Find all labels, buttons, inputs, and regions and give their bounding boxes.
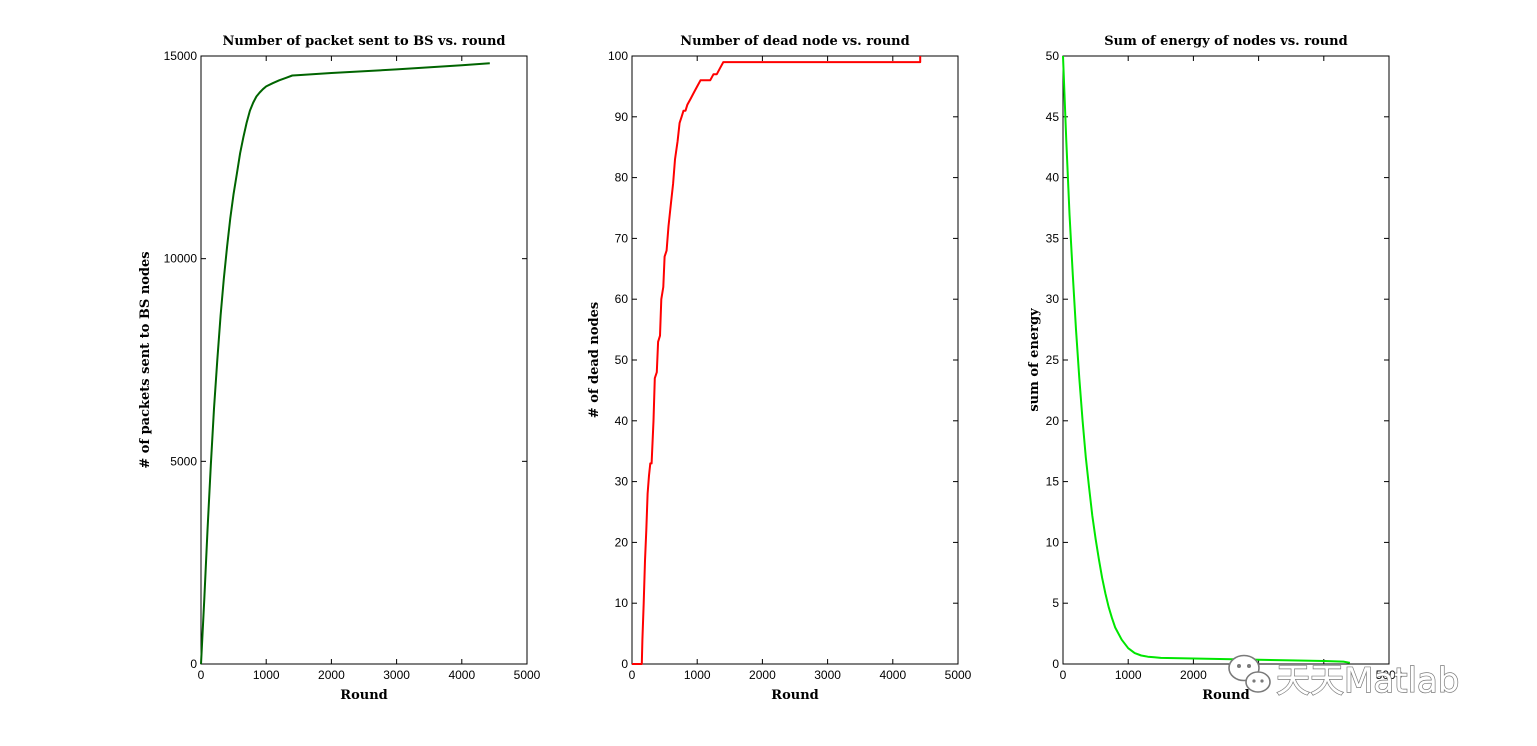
- axes-box: [631, 55, 959, 665]
- y-tick-label: 40: [615, 414, 629, 428]
- watermark-text: 天天Matlab: [1276, 661, 1459, 701]
- y-tick-label: 5000: [170, 454, 197, 468]
- x-tick-label: 5000: [945, 668, 972, 682]
- axes-box: [1062, 55, 1390, 665]
- axes-box: [200, 55, 528, 665]
- watermark: 天天Matlab: [1228, 654, 1460, 702]
- y-tick-label: 60: [615, 292, 629, 306]
- y-tick-label: 100: [608, 49, 628, 63]
- y-tick-label: 50: [615, 353, 629, 367]
- x-tick-label: 2000: [749, 668, 776, 682]
- y-tick-label: 20: [615, 535, 629, 549]
- x-tick-label: 4000: [448, 668, 475, 682]
- wechat-icon: [1228, 654, 1271, 693]
- y-tick-label: 70: [615, 231, 629, 245]
- x-tick-label: 5000: [1376, 668, 1403, 682]
- x-tick-label: 4000: [879, 668, 906, 682]
- x-axis-label: Round: [771, 688, 818, 703]
- series-line: [200, 62, 490, 665]
- x-tick-label: 1000: [1115, 668, 1142, 682]
- y-tick-label: 90: [615, 110, 629, 124]
- x-tick-label: 1000: [684, 668, 711, 682]
- subplot-packets-sent: 0 1000 2000 3000 4000 5000 0 5000 10000 15000 Numb…: [138, 34, 541, 703]
- subplot-dead-nodes: 0 1000 2000 3000 4000 5000 0 10 20 30 40 50 60 70 80 90…: [587, 34, 972, 703]
- y-tick-label: 45: [1046, 110, 1060, 124]
- y-tick-label: 30: [615, 475, 629, 489]
- y-axis-label: sum of energy: [1027, 308, 1042, 412]
- y-tick-label: 15: [1046, 475, 1060, 489]
- y-tick-label: 15000: [164, 49, 198, 63]
- y-tick-label: 30: [1046, 292, 1060, 306]
- x-tick-label: 2000: [1180, 668, 1207, 682]
- y-tick-label: 5: [1052, 596, 1059, 610]
- y-tick-label: 0: [190, 657, 197, 671]
- series-line: [632, 56, 922, 665]
- y-tick-label: 0: [621, 657, 628, 671]
- y-tick-label: 10000: [164, 252, 198, 266]
- chart-title: Sum of energy of nodes vs. round: [1104, 34, 1347, 49]
- y-tick-label: 50: [1046, 49, 1060, 63]
- chart-title: Number of packet sent to BS vs. round: [223, 34, 506, 49]
- y-tick-label: 80: [615, 171, 629, 185]
- x-tick-label: 2000: [318, 668, 345, 682]
- series-line: [1062, 55, 1351, 664]
- y-tick-label: 10: [1046, 535, 1060, 549]
- x-axis-label: Round: [340, 688, 387, 703]
- subplot-sum-energy: 0 1000 2000 5000 0 5 10 15 20 25 30 35 40 45 50 Sum of …: [1027, 34, 1403, 703]
- x-tick-label: 0: [629, 668, 636, 682]
- x-tick-label: 1000: [253, 668, 280, 682]
- y-tick-label: 25: [1046, 353, 1060, 367]
- y-axis-label: # of packets sent to BS nodes: [138, 251, 153, 468]
- y-tick-label: 40: [1046, 171, 1060, 185]
- y-axis-label: # of dead nodes: [587, 302, 602, 418]
- y-tick-label: 0: [1052, 657, 1059, 671]
- y-tick-label: 10: [615, 596, 629, 610]
- x-tick-label: 5000: [514, 668, 541, 682]
- chart-title: Number of dead node vs. round: [680, 34, 909, 49]
- x-tick-label: 0: [1060, 668, 1067, 682]
- y-tick-label: 35: [1046, 231, 1060, 245]
- x-axis-label: Round: [1202, 688, 1249, 703]
- x-tick-label: 0: [198, 668, 205, 682]
- x-tick-label: 3000: [814, 668, 841, 682]
- y-tick-label: 20: [1046, 414, 1060, 428]
- x-tick-label: 3000: [383, 668, 410, 682]
